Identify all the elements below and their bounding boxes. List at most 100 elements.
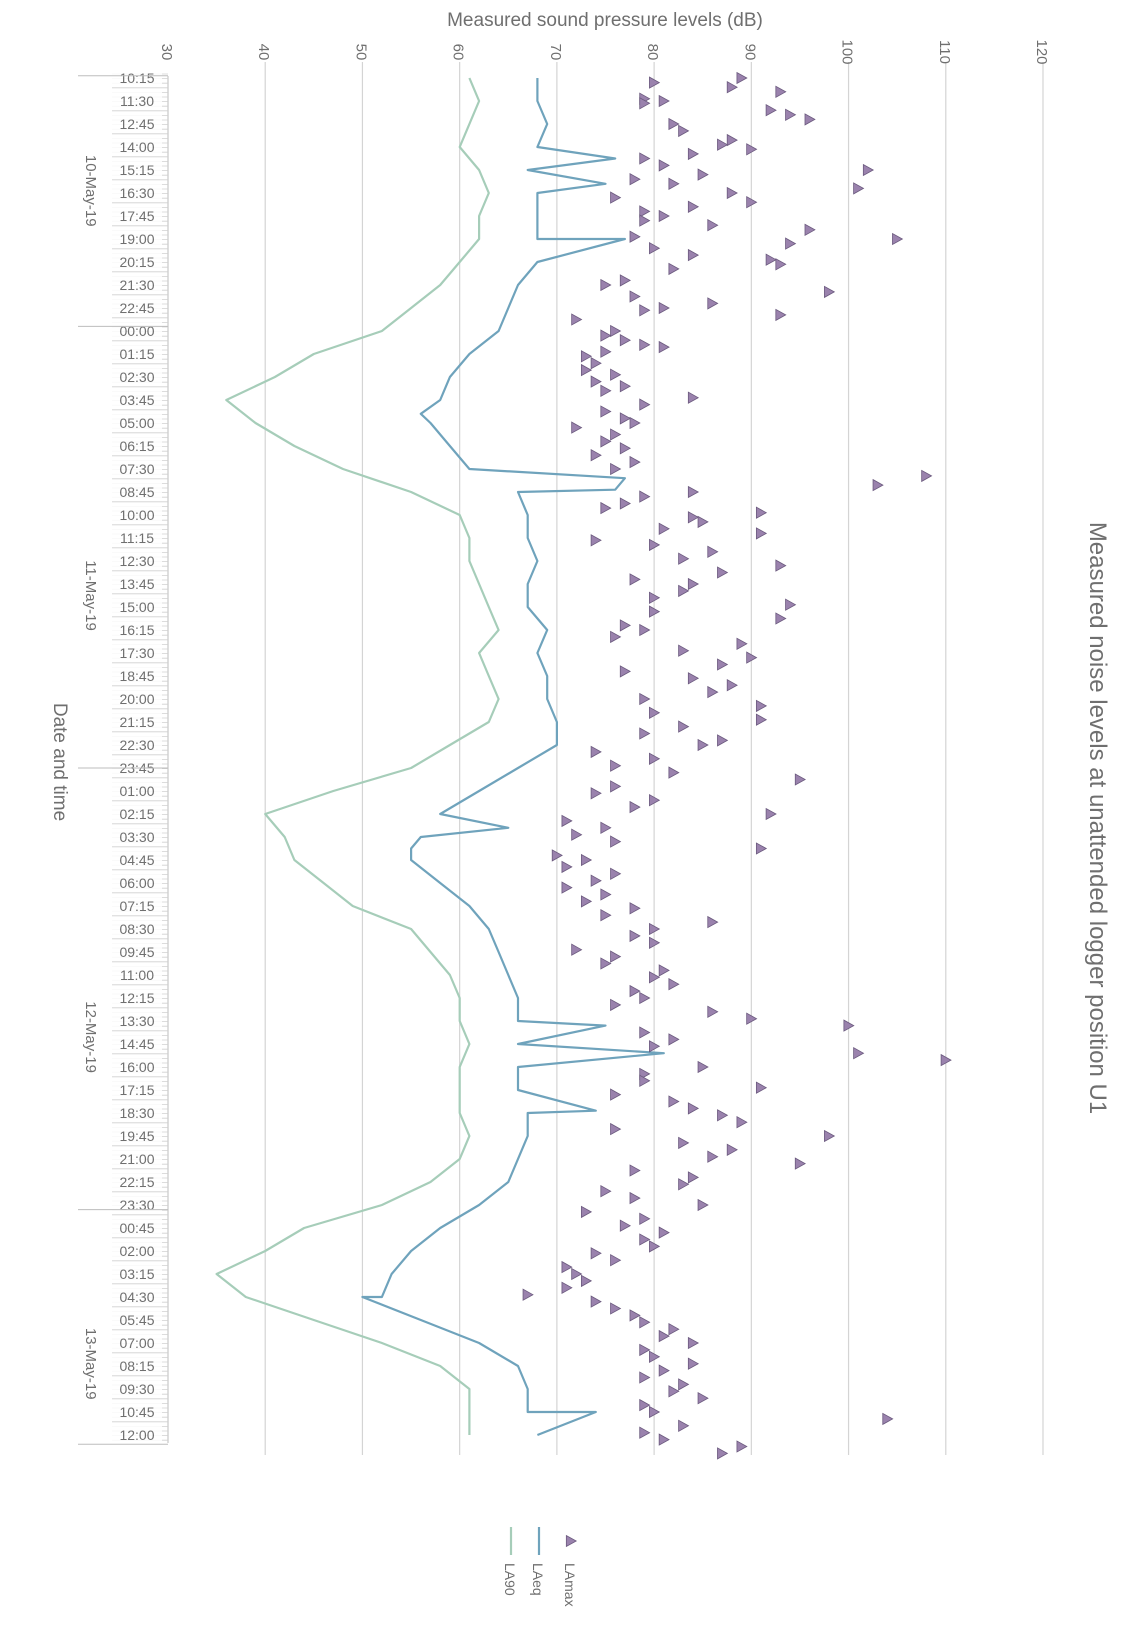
lamax-point bbox=[688, 148, 698, 159]
time-tick-label: 12:00 bbox=[119, 1427, 154, 1443]
lamax-point bbox=[630, 1193, 640, 1204]
lamax-point bbox=[640, 694, 650, 705]
lamax-point bbox=[708, 687, 718, 698]
time-tick-label: 15:00 bbox=[119, 599, 154, 615]
lamax-point bbox=[659, 1227, 669, 1238]
db-tick-label: 120 bbox=[1033, 39, 1050, 64]
lamax-point bbox=[611, 1303, 621, 1314]
lamax-point bbox=[640, 993, 650, 1004]
db-tick-label: 40 bbox=[255, 44, 272, 61]
time-tick-label: 02:00 bbox=[119, 1243, 154, 1259]
lamax-point bbox=[581, 1275, 591, 1286]
lamax-point bbox=[679, 1420, 689, 1431]
lamax-point bbox=[688, 201, 698, 212]
lamax-point bbox=[737, 73, 747, 84]
time-tick-label: 11:30 bbox=[120, 93, 154, 109]
lamax-point bbox=[630, 1165, 640, 1176]
time-tick-label: 00:00 bbox=[119, 323, 154, 339]
lamax-point bbox=[611, 836, 621, 847]
time-tick-label: 10:45 bbox=[119, 1404, 154, 1420]
lamax-point bbox=[591, 535, 601, 546]
lamax-point bbox=[630, 291, 640, 302]
lamax-point bbox=[640, 215, 650, 226]
lamax-point bbox=[659, 1331, 669, 1342]
lamax-point bbox=[562, 882, 572, 893]
time-tick-label: 03:45 bbox=[119, 392, 154, 408]
lamax-point bbox=[659, 965, 669, 976]
lamax-point bbox=[873, 480, 883, 491]
lamax-point bbox=[591, 875, 601, 886]
lamax-point bbox=[640, 305, 650, 316]
lamax-point bbox=[611, 868, 621, 879]
lamax-point bbox=[620, 413, 630, 424]
lamax-point bbox=[679, 125, 689, 136]
lamax-point bbox=[669, 1034, 679, 1045]
lamax-point bbox=[737, 1441, 747, 1452]
lamax-point bbox=[601, 436, 611, 447]
time-axis: 10:1511:3012:4514:0015:1516:3017:4519:00… bbox=[78, 69, 168, 1444]
lamax-point bbox=[679, 645, 689, 656]
legend-label-lamax: LAmax bbox=[562, 1563, 578, 1607]
lamax-point bbox=[669, 979, 679, 990]
db-tick-label: 100 bbox=[839, 39, 856, 64]
lamax-point bbox=[805, 224, 815, 235]
time-tick-label: 19:45 bbox=[119, 1128, 154, 1144]
time-tick-label: 20:15 bbox=[119, 254, 154, 270]
time-tick-label: 08:15 bbox=[119, 1358, 154, 1374]
time-tick-label: 02:15 bbox=[119, 806, 154, 822]
lamax-point bbox=[756, 1082, 766, 1093]
lamax-point bbox=[611, 464, 621, 475]
db-tick-label: 50 bbox=[352, 44, 369, 61]
lamax-point bbox=[669, 178, 679, 189]
lamax-point bbox=[630, 457, 640, 468]
time-tick-label: 21:30 bbox=[119, 277, 154, 293]
lamax-point bbox=[620, 381, 630, 392]
lamax-point bbox=[620, 443, 630, 454]
lamax-point bbox=[640, 1234, 650, 1245]
lamax-point bbox=[581, 351, 591, 362]
lamax-point bbox=[601, 822, 611, 833]
lamax-point bbox=[620, 335, 630, 346]
lamax-point bbox=[766, 809, 776, 820]
time-tick-label: 06:15 bbox=[119, 438, 154, 454]
lamax-point bbox=[776, 560, 786, 571]
lamax-point bbox=[688, 487, 698, 498]
lamax-point bbox=[601, 330, 611, 341]
lamax-point bbox=[766, 105, 776, 116]
lamax-point bbox=[659, 303, 669, 314]
time-tick-label: 16:30 bbox=[119, 185, 154, 201]
lamax-point bbox=[717, 139, 727, 150]
lamax-point bbox=[611, 999, 621, 1010]
lamax-point bbox=[708, 546, 718, 557]
lamax-point bbox=[611, 1255, 621, 1266]
lamax-point bbox=[630, 174, 640, 185]
lamax-point bbox=[659, 523, 669, 534]
x-axis-title: Date and time bbox=[49, 703, 70, 821]
time-tick-label: 03:30 bbox=[119, 829, 154, 845]
time-tick-label: 06:00 bbox=[119, 875, 154, 891]
lamax-point bbox=[640, 1213, 650, 1224]
lamax-point bbox=[601, 910, 611, 921]
lamax-point bbox=[640, 728, 650, 739]
lamax-point bbox=[669, 119, 679, 130]
lamax-point bbox=[679, 1179, 689, 1190]
lamax-point bbox=[611, 1089, 621, 1100]
time-tick-label: 07:15 bbox=[119, 898, 154, 914]
lamax-point bbox=[688, 512, 698, 523]
lamax-point bbox=[601, 503, 611, 514]
lamax-point bbox=[620, 1220, 630, 1231]
lamax-point bbox=[640, 491, 650, 502]
lamax-point bbox=[659, 1365, 669, 1376]
lamax-point bbox=[698, 1393, 708, 1404]
lamax-point bbox=[611, 429, 621, 440]
lamax-point bbox=[591, 1248, 601, 1259]
db-tick-label: 110 bbox=[936, 40, 953, 64]
y-axis-title: Measured sound pressure levels (dB) bbox=[447, 10, 763, 31]
lamax-point bbox=[562, 861, 572, 872]
db-tick-label: 60 bbox=[450, 44, 467, 61]
lamax-point bbox=[601, 889, 611, 900]
lamax-point bbox=[854, 1048, 864, 1059]
lamax-point bbox=[786, 599, 796, 610]
